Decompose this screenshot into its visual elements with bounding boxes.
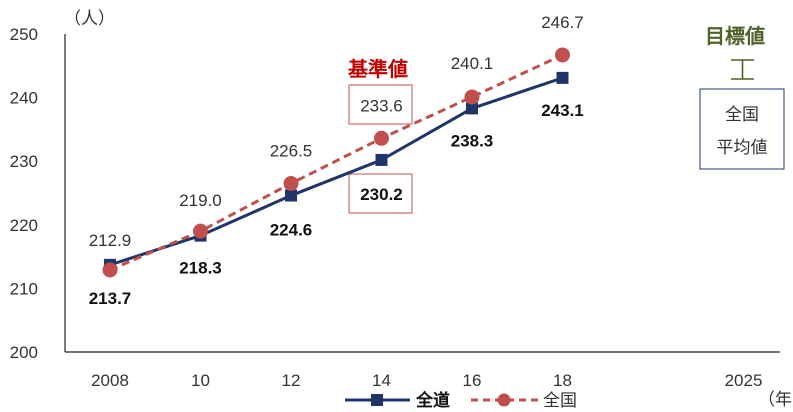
- national-point: [102, 262, 118, 278]
- y-tick-label: 230: [10, 152, 38, 171]
- legend: 全道 全国: [345, 390, 577, 410]
- target-box-line2: 平均値: [717, 138, 768, 157]
- national-point: [555, 47, 570, 63]
- national-point: [193, 223, 208, 239]
- target-box-line1: 全国: [725, 105, 759, 124]
- national-data-label: 226.5: [270, 141, 313, 160]
- national-data-label: 233.6: [360, 96, 403, 115]
- national-data-label: 212.9: [89, 231, 132, 250]
- baseline-label: 基準値: [348, 57, 408, 81]
- hokkaido-series-line: [109, 76, 563, 267]
- target-marker-icon: [731, 59, 754, 80]
- hokkaido-data-label: 218.3: [179, 259, 222, 278]
- target-label: 目標値: [705, 24, 765, 48]
- y-tick-label: 210: [10, 279, 38, 298]
- national-2014-label-box: [348, 84, 413, 125]
- x-tick-label: 2008: [91, 371, 129, 390]
- hokkaido-data-label: 243.1: [541, 101, 584, 120]
- y-tick-label: 250: [10, 25, 38, 44]
- national-data-label: 246.7: [541, 13, 584, 32]
- y-tick-label: 220: [10, 216, 38, 235]
- x-tick-label: 16: [463, 371, 482, 390]
- national-series-line: [109, 53, 564, 272]
- hokkaido-2014-label-box: [348, 173, 413, 214]
- hokkaido-point: [556, 71, 569, 84]
- hokkaido-point: [466, 102, 478, 115]
- national-data-label: 219.0: [179, 191, 222, 210]
- national-point: [283, 175, 299, 191]
- hokkaido-point: [285, 189, 297, 202]
- national-point: [464, 89, 480, 105]
- legend-national-label: 全国: [543, 391, 577, 410]
- y-tick-label: 200: [10, 343, 38, 362]
- y-tick-label: 240: [10, 89, 38, 108]
- legend-national-marker: [497, 393, 511, 407]
- target-box: [699, 88, 785, 170]
- hokkaido-data-label: 238.3: [451, 131, 494, 150]
- x-tick-label: 18: [553, 371, 572, 390]
- x-tick-label: 12: [282, 371, 301, 390]
- legend-hokkaido-marker: [371, 394, 383, 406]
- national-data-label: 240.1: [451, 54, 494, 73]
- x-tick-label: 2025: [725, 371, 763, 390]
- x-tick-label: 14: [372, 371, 391, 390]
- hokkaido-data-label: 213.7: [89, 289, 132, 308]
- y-axis-unit-label: （人）: [64, 9, 115, 28]
- legend-hokkaido-label: 全道: [415, 390, 450, 410]
- hokkaido-point: [375, 153, 388, 166]
- hokkaido-data-label: 224.6: [270, 221, 313, 240]
- x-axis-unit-label: （年）: [758, 390, 793, 409]
- national-point: [374, 130, 389, 146]
- hokkaido-data-label: 230.2: [360, 185, 403, 204]
- x-tick-label: 10: [191, 371, 210, 390]
